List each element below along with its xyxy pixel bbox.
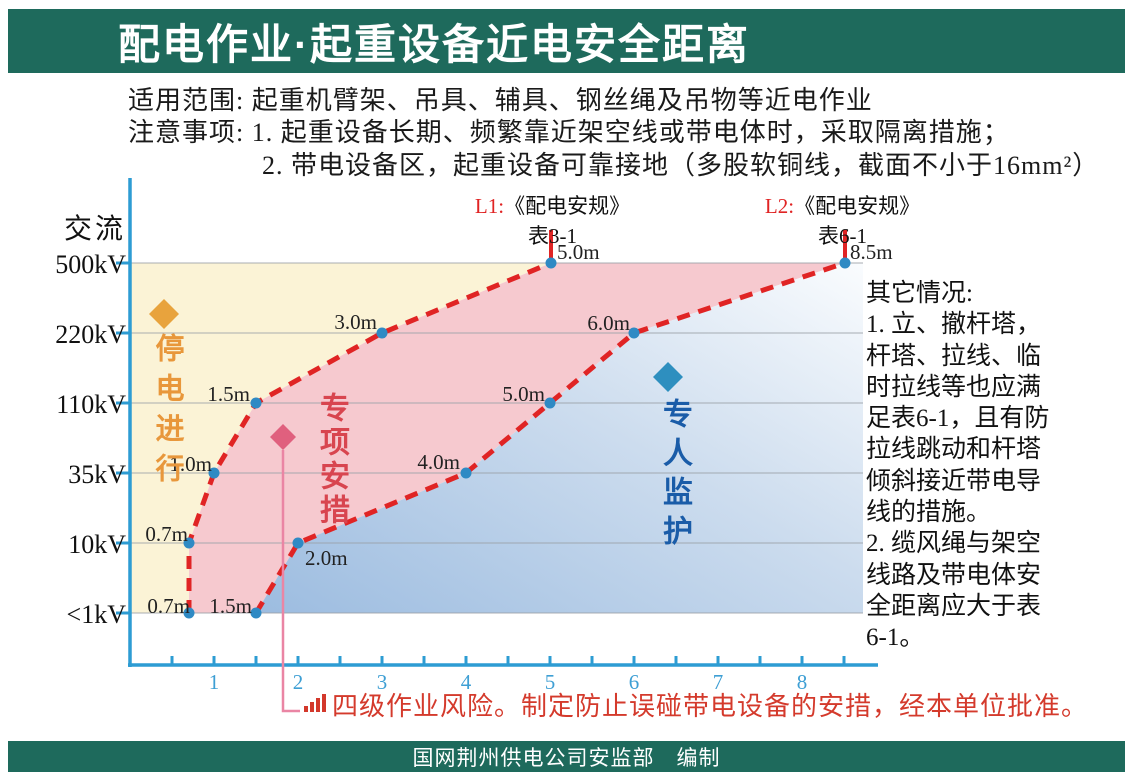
point-label-l1-35kv: 1.0m — [169, 452, 212, 476]
risk-level-bars-icon — [304, 694, 326, 712]
y-label-10kv: 10kV — [68, 530, 126, 559]
page-title: 配电作业·起重设备近电安全距离 — [118, 20, 750, 68]
zone-outage-region — [130, 263, 551, 613]
data-points — [183, 257, 851, 619]
risk-connector-line — [281, 450, 300, 713]
y-axis-title: 交流 — [63, 214, 126, 245]
y-label-500kv: 500kV — [55, 250, 126, 279]
note-line: 6-1。 — [866, 624, 925, 652]
y-label-1kv: <1kV — [66, 600, 126, 629]
zone-supervision-diamond-icon — [653, 362, 683, 392]
note-line: 1. 立、撤杆塔， — [866, 311, 1042, 339]
zone-outage-diamond-icon — [149, 299, 179, 329]
intro-scope: 适用范围: 起重机臂架、吊具、辅具、钢丝绳及吊物等近电作业 — [128, 86, 873, 115]
zone-regions — [130, 263, 863, 613]
note-line: 2. 缆风绳与架空 — [866, 530, 1042, 558]
point-label-l1-110kv: 1.5m — [207, 382, 250, 406]
x-label-1: 1 — [208, 670, 220, 694]
x-label-3: 3 — [376, 670, 388, 694]
note-line: 全距离应大于表 — [866, 592, 1042, 620]
header-bar: 配电作业·起重设备近电安全距离 — [8, 9, 1125, 73]
l2-line — [253, 260, 846, 615]
zone-label-outage: 停电进行 — [151, 333, 183, 493]
point-label-l1-500kv: 5.0m — [557, 240, 600, 264]
x-label-6: 6 — [628, 670, 640, 694]
footer-bar: 国网荆州供电公司安监部 编制 — [8, 741, 1125, 772]
intro-note-2: 2. 带电设备区，起重设备可靠接地（多股软铜线，截面不小于16mm²） — [262, 151, 1100, 180]
point-label-l1-220kv: 3.0m — [334, 310, 377, 334]
l2-callout-table: 表6-1 — [818, 224, 867, 248]
l1-callout-prefix: L1: — [474, 194, 505, 218]
point-label-l2-500kv: 8.5m — [850, 240, 893, 264]
y-axis-ticks — [116, 261, 129, 615]
note-line: 拉线跳动和杆塔 — [866, 436, 1042, 464]
l2-callout-prefix: L2: — [764, 194, 795, 218]
point-label-l2-220kv: 6.0m — [587, 311, 630, 335]
x-label-5: 5 — [544, 670, 556, 694]
l1-line — [186, 260, 552, 613]
other-cases-note: 其它情况: 1. 立、撤杆塔， 杆塔、拉线、临 时拉线等也应满 足表6-1，且有… — [866, 278, 1116, 654]
y-label-35kv: 35kV — [68, 460, 126, 489]
note-line: 杆塔、拉线、临 — [866, 342, 1042, 370]
zone-label-special: 专项安措 — [315, 392, 348, 528]
note-line: 线的措施。 — [866, 499, 992, 527]
zone-supervision-region — [256, 263, 863, 613]
note-line: 足表6-1，且有防 — [866, 405, 1050, 433]
y-label-220kv: 220kV — [55, 320, 126, 349]
y-label-110kv: 110kV — [56, 390, 126, 419]
zone-special-diamond-icon — [270, 424, 296, 450]
l1-callout-table: 表3-1 — [528, 224, 577, 248]
intro-note-1: 注意事项: 1. 起重设备长期、频繁靠近架空线或带电体时，采取隔离措施； — [128, 118, 1010, 147]
x-label-8: 8 — [796, 670, 808, 694]
l1-callout-name: 《配电安规》 — [504, 194, 631, 218]
note-line: 倾斜接近带电导 — [866, 467, 1042, 495]
axes — [128, 178, 878, 667]
footer-credit: 国网荆州供电公司安监部 编制 — [412, 746, 721, 770]
x-label-4: 4 — [460, 670, 472, 694]
point-label-l2-1kv: 1.5m — [209, 594, 252, 618]
l1-callout: L1:《配电安规》 表3-1 — [455, 190, 650, 250]
point-label-l1-10kv: 0.7m — [145, 522, 188, 546]
x-axis-ticks — [170, 656, 846, 664]
zone-label-supervision: 专人监护 — [658, 398, 691, 554]
x-label-7: 7 — [712, 670, 724, 694]
l2-callout-name: 《配电安规》 — [794, 194, 921, 218]
note-line: 时拉线等也应满 — [866, 373, 1042, 401]
x-label-2: 2 — [292, 670, 304, 694]
point-label-l2-10kv: 2.0m — [305, 546, 348, 570]
risk-note: 四级作业风险。制定防止误碰带电设备的安措，经本单位批准。 — [332, 692, 1089, 721]
point-label-l1-1kv: 0.7m — [147, 594, 190, 618]
note-line: 线路及带电体安 — [866, 561, 1042, 589]
point-label-l2-35kv: 4.0m — [417, 450, 460, 474]
note-line: 其它情况: — [866, 280, 973, 307]
point-label-l2-110kv: 5.0m — [502, 382, 545, 406]
l2-callout: L2:《配电安规》 表6-1 — [745, 190, 940, 250]
grid-lines — [130, 262, 863, 614]
